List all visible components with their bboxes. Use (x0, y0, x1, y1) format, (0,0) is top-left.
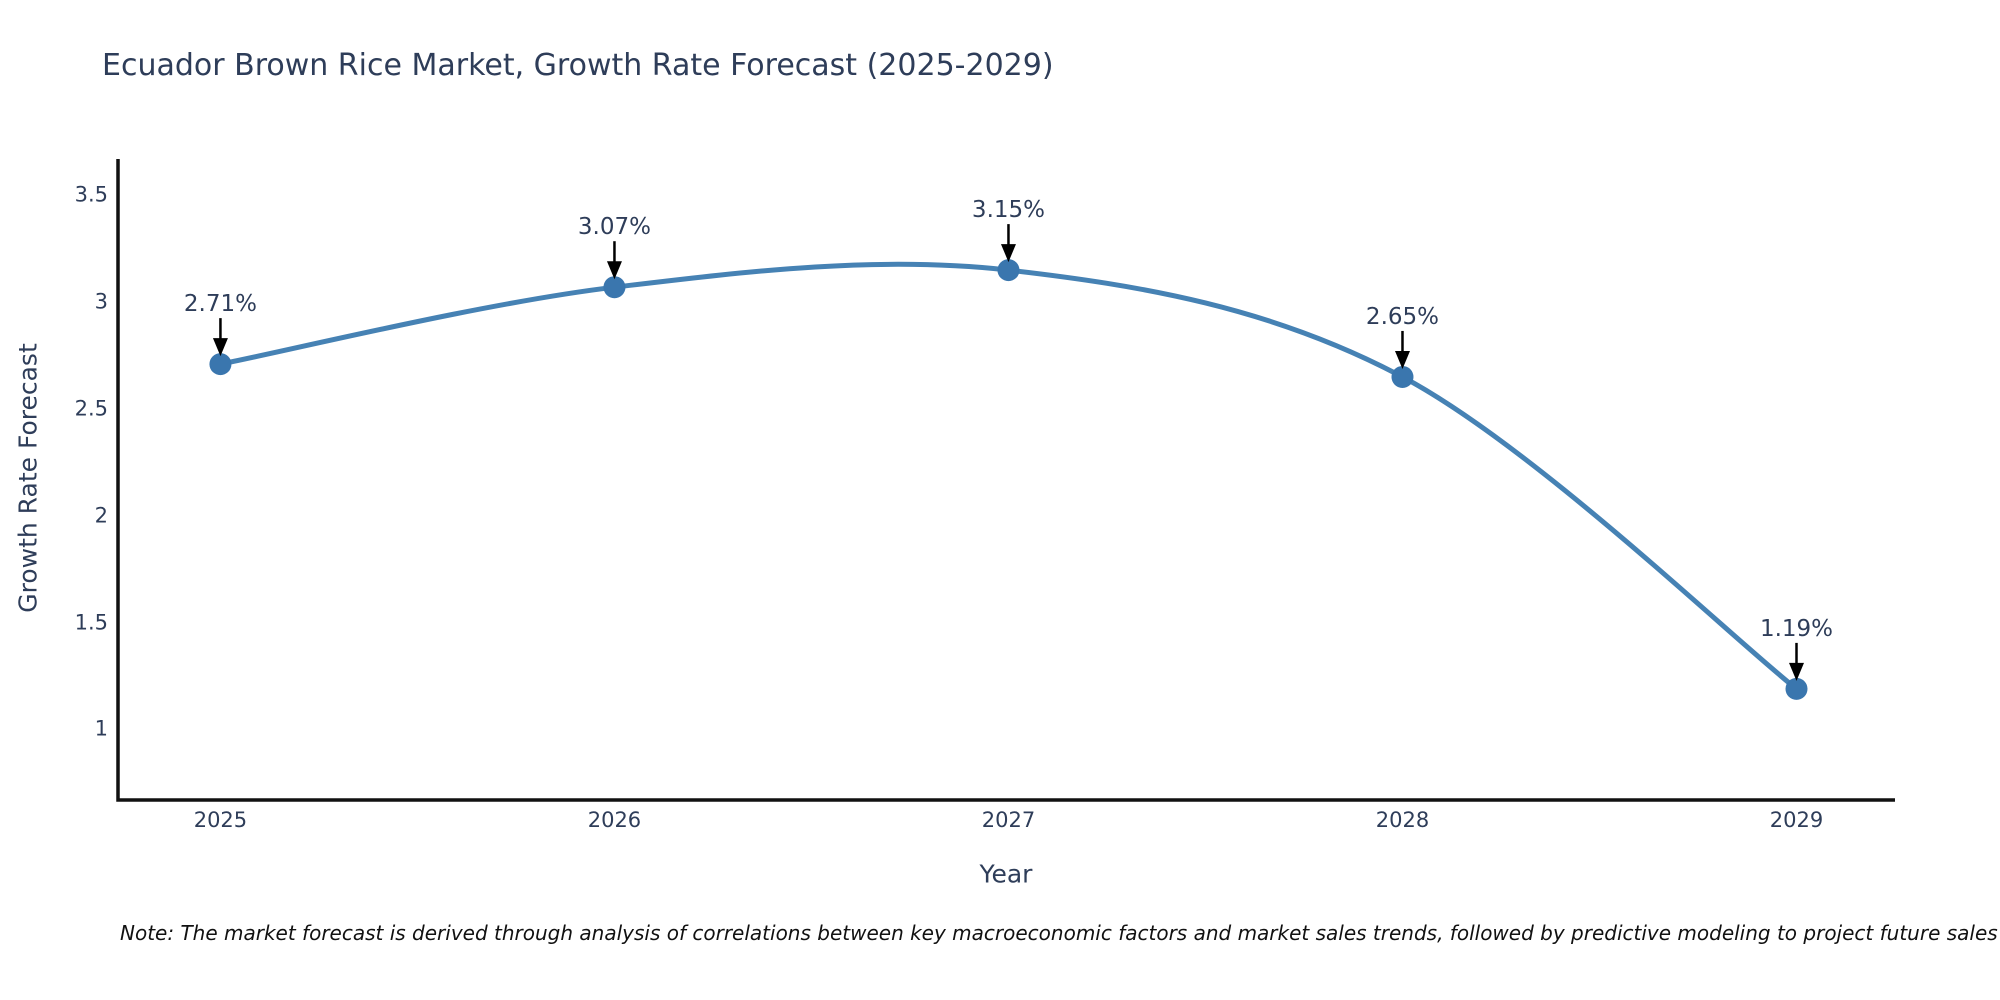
annotation-arrow-head (1394, 350, 1410, 369)
footnote: Note: The market forecast is derived thr… (120, 921, 1998, 945)
y-tick-label: 1.5 (74, 610, 108, 635)
annotation-arrow-head (606, 261, 622, 280)
annotation-arrow-head (1000, 244, 1016, 263)
annotation-arrow-head (1788, 662, 1804, 681)
data-point-value-label: 1.19% (1759, 615, 1834, 642)
data-point-value-label: 2.65% (1365, 303, 1440, 330)
x-tick-label: 2029 (1769, 808, 1824, 832)
x-tick-label: 2026 (587, 808, 642, 832)
x-tick-label: 2025 (193, 808, 248, 832)
data-point-value-label: 3.07% (577, 214, 651, 241)
y-tick-label: 1 (94, 717, 108, 742)
data-point-marker (1785, 677, 1808, 700)
data-point-marker (997, 259, 1020, 282)
x-tick-label: 2028 (1375, 808, 1430, 832)
data-point-marker (209, 353, 232, 376)
y-tick-label: 3.5 (74, 182, 108, 207)
data-point-value-label: 2.71% (183, 291, 257, 318)
data-point-marker (1391, 365, 1414, 388)
chart-title: Ecuador Brown Rice Market, Growth Rate F… (102, 48, 1054, 83)
data-point-value-label: 3.15% (971, 197, 1046, 224)
y-tick-label: 2.5 (74, 396, 108, 421)
data-point-marker (603, 276, 626, 299)
annotation-arrow-head (212, 338, 228, 357)
x-axis-title: Year (979, 859, 1033, 889)
forecast-line (217, 261, 1799, 692)
y-tick-label: 2 (94, 503, 108, 528)
x-tick-label: 2027 (981, 808, 1036, 832)
y-axis-title: Growth Rate Forecast (13, 343, 43, 613)
y-tick-label: 3 (94, 289, 108, 314)
axis-spines (116, 159, 1895, 802)
